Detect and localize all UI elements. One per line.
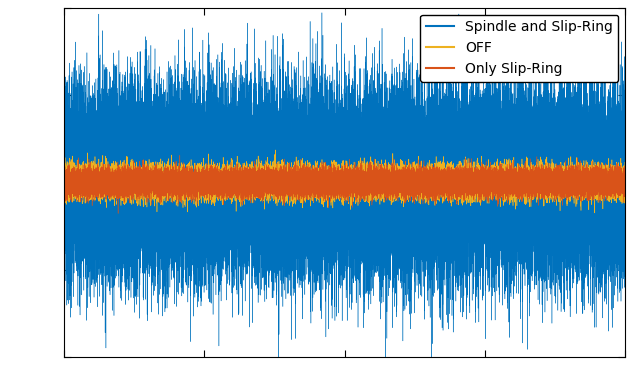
Spindle and Slip-Ring [318,10,326,15]
OFF [364,184,372,189]
Only Slip-Ring [176,153,184,157]
OFF [98,189,106,193]
OFF [591,211,598,215]
Only Slip-Ring [98,177,106,182]
OFF [195,177,203,182]
Only Slip-Ring [398,187,406,191]
Line: Only Slip-Ring: Only Slip-Ring [64,155,625,214]
OFF [60,184,68,188]
Only Slip-Ring [60,180,68,184]
Spindle and Slip-Ring [364,182,372,186]
Only Slip-Ring [275,174,283,179]
OFF [272,148,279,152]
Line: OFF: OFF [64,150,625,213]
Only Slip-Ring [364,189,372,194]
Spindle and Slip-Ring [621,236,629,240]
Spindle and Slip-Ring [98,176,106,181]
Spindle and Slip-Ring [398,167,406,171]
OFF [398,178,406,183]
Only Slip-Ring [477,189,484,193]
OFF [621,189,629,193]
Spindle and Slip-Ring [275,215,283,220]
Only Slip-Ring [195,188,203,193]
Legend: Spindle and Slip-Ring, OFF, Only Slip-Ring: Spindle and Slip-Ring, OFF, Only Slip-Ri… [420,14,618,82]
Line: Spindle and Slip-Ring: Spindle and Slip-Ring [64,13,625,380]
Spindle and Slip-Ring [60,102,68,106]
Only Slip-Ring [114,211,122,216]
OFF [275,180,283,185]
Spindle and Slip-Ring [195,137,203,141]
Only Slip-Ring [621,188,629,193]
OFF [477,193,484,198]
Spindle and Slip-Ring [477,207,484,211]
